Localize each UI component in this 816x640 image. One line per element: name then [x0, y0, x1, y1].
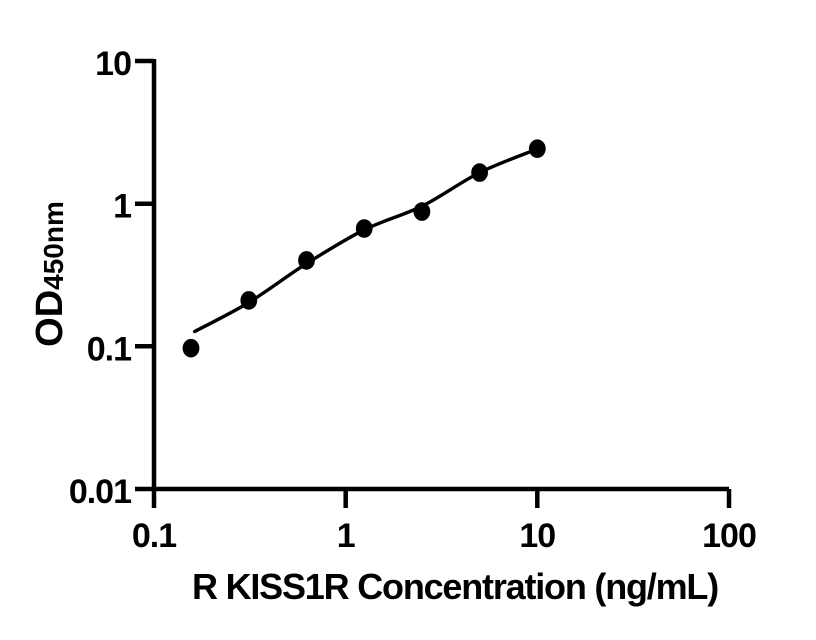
- x-tick-label: 100: [702, 517, 756, 555]
- x-axis-title: R KISS1R Concentration (ng/mL): [192, 566, 718, 607]
- data-point-marker: [471, 163, 488, 182]
- data-point-marker: [298, 251, 315, 270]
- x-tick-label: 1: [337, 517, 355, 555]
- y-tick-label: 0.01: [69, 473, 131, 511]
- data-point-marker: [355, 219, 373, 238]
- data-series-layer: [182, 139, 546, 358]
- x-tick-label: 0.1: [132, 517, 176, 555]
- data-point-marker: [182, 338, 200, 358]
- y-tick-label: 10: [95, 45, 131, 83]
- y-tick-label: 1: [113, 188, 131, 226]
- y-axis-title-main: OD: [29, 290, 71, 347]
- y-tick-label: 0.1: [87, 330, 131, 368]
- x-tick-label: 10: [519, 517, 555, 555]
- y-axis-title-subscript: 450nm: [38, 201, 69, 290]
- data-point-marker: [240, 291, 258, 310]
- y-axis-title: OD450nm: [29, 201, 71, 347]
- data-point-marker: [528, 139, 546, 158]
- data-point-marker: [413, 202, 431, 221]
